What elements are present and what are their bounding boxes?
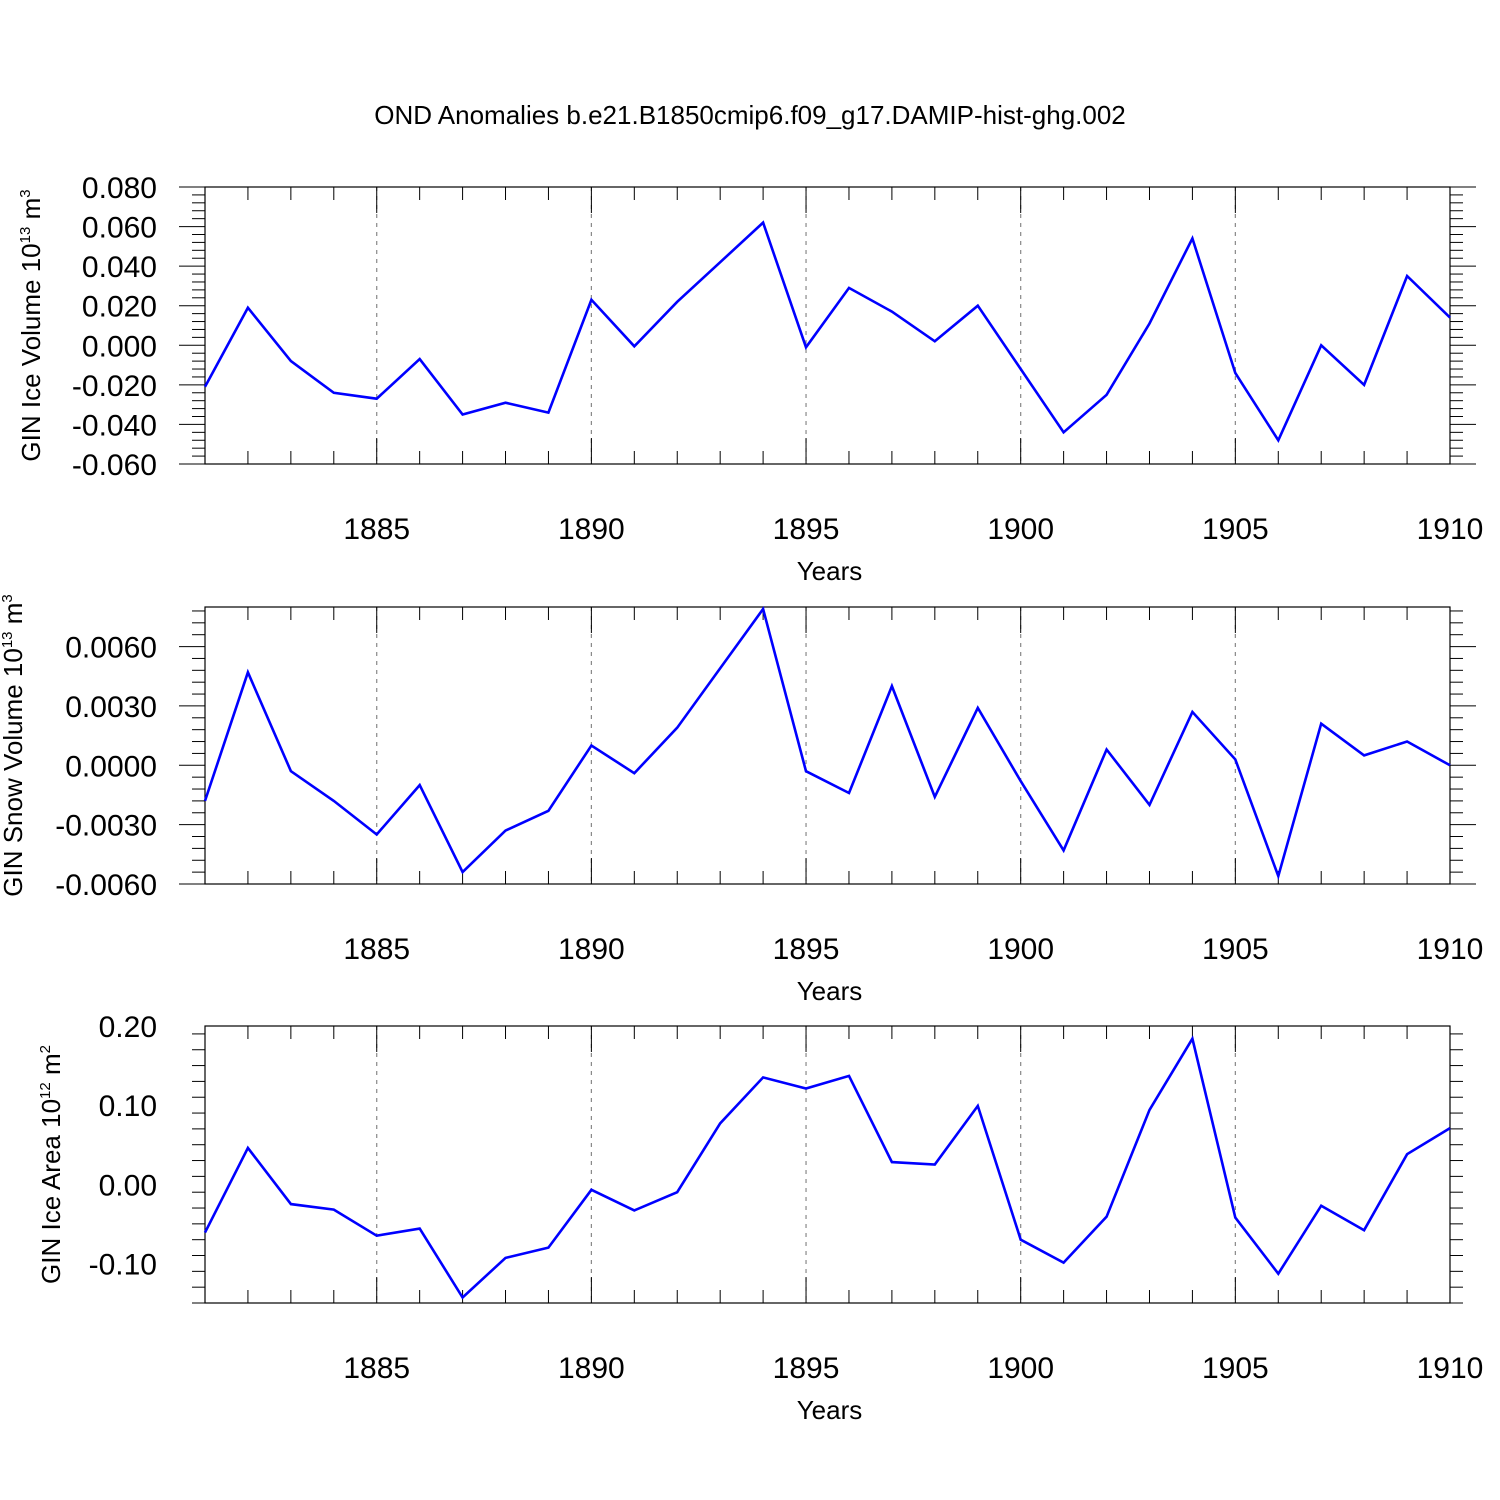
plot-frame	[204, 606, 1451, 885]
x-tick-label: 1895	[773, 933, 840, 966]
x-tick-label: 1905	[1202, 513, 1269, 546]
x-tick-label: 1900	[987, 1352, 1054, 1385]
panels-group: -0.060 -0.040 -0.020 0.000 0.020 0.040 0.060 0.…	[0, 172, 1483, 1425]
x-tick-label: 1890	[558, 933, 625, 966]
x-tick-label: 1910	[1417, 933, 1484, 966]
series-line	[203, 220, 1451, 444]
x-tick-label: 1890	[558, 1352, 625, 1385]
x-axis-label: Years	[797, 556, 863, 586]
y-tick-label: 0.0030	[65, 691, 157, 724]
x-axis-label: Years	[797, 1395, 863, 1425]
x-tick-label: 1895	[773, 513, 840, 546]
y-tick-label: -0.0030	[55, 810, 157, 843]
panel-2: -0.0060 -0.0030 0.0000 0.0030 0.0060 1885 1890…	[0, 594, 1483, 1006]
plot-frame	[204, 1025, 1451, 1304]
y-tick-label: -0.10	[89, 1248, 157, 1281]
y-tick-label: -0.0060	[55, 869, 157, 902]
y-axis-label: GIN Ice Area 1012 m2	[36, 1045, 66, 1284]
y-axis-label: GIN Ice Volume 1013 m3	[16, 189, 46, 461]
x-tick-label: 1885	[343, 933, 410, 966]
x-tick-label: 1885	[343, 513, 410, 546]
series-line	[203, 1035, 1451, 1300]
y-axis-label: GIN Snow Volume 1013 m3	[0, 594, 28, 897]
figure-title: OND Anomalies b.e21.B1850cmip6.f09_g17.D…	[374, 100, 1126, 130]
x-tick-label: 1890	[558, 513, 625, 546]
x-tick-label: 1905	[1202, 933, 1269, 966]
y-tick-label: 0.0000	[65, 750, 157, 783]
x-tick-label: 1900	[987, 513, 1054, 546]
x-tick-label: 1885	[343, 1352, 410, 1385]
x-tick-label: 1900	[987, 933, 1054, 966]
y-tick-label: 0.10	[99, 1090, 157, 1123]
y-tick-label: 0.00	[99, 1169, 157, 1202]
y-tick-label: 0.20	[99, 1011, 157, 1044]
x-tick-label: 1895	[773, 1352, 840, 1385]
y-tick-label: 0.080	[82, 172, 157, 205]
y-tick-label: 0.040	[82, 251, 157, 284]
y-tick-label: 0.020	[82, 291, 157, 324]
x-tick-label: 1910	[1417, 1352, 1484, 1385]
y-tick-label: 0.000	[82, 330, 157, 363]
plot-frame	[204, 186, 1451, 465]
y-tick-label: -0.060	[72, 449, 157, 482]
y-tick-label: -0.040	[72, 409, 157, 442]
panel-1: -0.060 -0.040 -0.020 0.000 0.020 0.040 0.060 0.…	[16, 172, 1483, 586]
y-tick-label: 0.060	[82, 212, 157, 245]
panel-3: -0.10 0.00 0.10 0.20 1885 1890 1895 1900 1905 191…	[36, 1011, 1483, 1425]
x-axis-label: Years	[797, 976, 863, 1006]
x-tick-label: 1910	[1417, 513, 1484, 546]
y-tick-label: 0.0060	[65, 632, 157, 665]
series-line	[203, 606, 1451, 881]
y-tick-label: -0.020	[72, 370, 157, 403]
x-tick-label: 1905	[1202, 1352, 1269, 1385]
